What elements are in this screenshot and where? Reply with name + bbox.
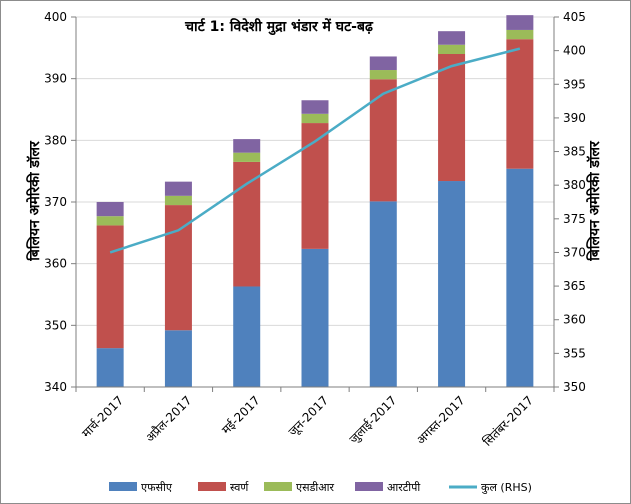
y-tick-label: 400: [44, 10, 67, 24]
legend-swatch: [109, 482, 137, 491]
x-tick-label: जून-2017: [286, 393, 332, 439]
bar-segment: [301, 248, 329, 387]
y-axis-ticks: 340 350 360 370 380 390 400: [44, 10, 76, 394]
bar-segment: [233, 161, 261, 287]
bar-segment: [506, 168, 534, 387]
y-tick-label: 360: [44, 257, 67, 271]
legend: एफसीए स्वर्ण एसडीआर आरटीपी कुल (RHS): [109, 481, 532, 494]
x-tick-label: जुलाई-2017: [346, 393, 400, 447]
y2-tick-label: 360: [563, 313, 586, 327]
bars: [96, 15, 534, 387]
chart-title: चार्ट 1: विदेशी मुद्रा भंडार में घट-बढ़: [184, 18, 374, 36]
bar-segment: [301, 100, 329, 114]
x-axis-ticks: मार्च-2017 अप्रैल-2017 मई-2017 जून-2017 जुला…: [75, 387, 555, 449]
y2-axis-title: बिलियन अमेरिकी डॉलर: [586, 140, 603, 262]
bar-segment: [96, 348, 124, 387]
bar-segment: [506, 29, 534, 40]
y2-tick-label: 400: [563, 44, 586, 58]
legend-swatch: [264, 482, 292, 491]
y-tick-label: 380: [44, 133, 67, 147]
legend-label: कुल (RHS): [481, 481, 532, 494]
bar-segment: [96, 216, 124, 226]
line-layer: [109, 47, 521, 254]
y2-tick-label: 350: [563, 380, 586, 394]
y-tick-label: 370: [44, 195, 67, 209]
bar-segment: [369, 70, 397, 80]
y-axis-title: बिलियन अमेरिकी डॉलर: [26, 140, 43, 262]
bar-segment: [301, 113, 329, 124]
legend-swatch: [355, 482, 383, 491]
total-line: [109, 47, 521, 254]
bar-segment: [438, 54, 466, 182]
legend-label: आरटीपी: [387, 481, 420, 494]
legend-label: स्वर्ण: [230, 481, 249, 494]
y-tick-label: 350: [44, 318, 67, 332]
bar-segment: [438, 31, 466, 45]
bar-segment: [369, 79, 397, 202]
bar-segment: [96, 225, 124, 349]
y2-tick-label: 370: [563, 245, 586, 259]
x-tick-label: मई-2017: [219, 393, 263, 437]
bar-segment: [233, 152, 261, 162]
bar-segment: [301, 123, 329, 249]
y2-axis-ticks: 350 355 360 365 370 375 380 385 390 395 400 405: [554, 10, 586, 394]
x-tick-label: सितंबर-2017: [480, 393, 536, 449]
legend-swatch: [198, 482, 226, 491]
y2-tick-label: 355: [563, 346, 586, 360]
y2-tick-label: 395: [563, 77, 586, 91]
bar-segment: [506, 39, 534, 169]
bar-segment: [164, 195, 192, 206]
bar-segment: [233, 286, 261, 387]
y2-tick-label: 385: [563, 145, 586, 159]
bar-segment: [438, 181, 466, 387]
legend-label: एसडीआर: [296, 481, 334, 494]
bar-segment: [164, 330, 192, 387]
y2-tick-label: 365: [563, 279, 586, 293]
bar-segment: [506, 15, 534, 30]
bar-segment: [233, 139, 261, 153]
x-tick-label: अगस्त-2017: [414, 393, 468, 447]
bar-segment: [164, 205, 192, 331]
y2-tick-label: 375: [563, 212, 586, 226]
bar-segment: [438, 44, 466, 54]
y2-tick-label: 380: [563, 178, 586, 192]
bar-segment: [96, 202, 124, 217]
bar-segment: [369, 56, 397, 71]
legend-label: एफसीए: [141, 481, 173, 494]
y2-tick-label: 390: [563, 111, 586, 125]
y2-tick-label: 405: [563, 10, 586, 24]
y-tick-label: 390: [44, 72, 67, 86]
bar-segment: [369, 201, 397, 387]
y-tick-label: 340: [44, 380, 67, 394]
bar-segment: [164, 181, 192, 196]
x-tick-label: मार्च-2017: [79, 393, 126, 440]
x-tick-label: अप्रैल-2017: [143, 393, 195, 445]
